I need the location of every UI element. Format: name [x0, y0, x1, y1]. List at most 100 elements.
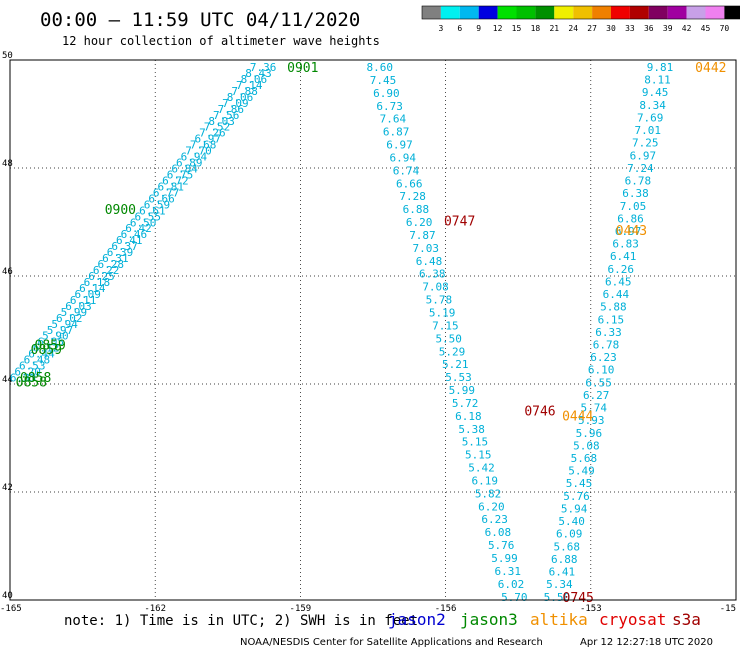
swh-value: 6.74 [393, 164, 420, 177]
y-tick-label: 44 [2, 375, 13, 385]
time-label: 0859 [31, 343, 62, 358]
swh-value: 5.21 [442, 358, 469, 371]
time-label: 0901 [287, 61, 318, 76]
swh-value: 5.99 [61, 306, 88, 319]
colorbar-label: 42 [682, 24, 692, 33]
swh-value: 6.81 [158, 180, 185, 193]
swh-value: 6.88 [551, 553, 578, 566]
swh-value: 6.78 [625, 175, 652, 188]
swh-value: 7.03 [412, 242, 439, 255]
swh-value: 6.41 [549, 566, 576, 579]
swh-value: 7.68 [190, 139, 217, 152]
swh-value: 6.88 [403, 203, 430, 216]
swh-value: 5.15 [462, 436, 489, 449]
swh-value: 6.73 [376, 100, 403, 113]
colorbar-swatch [667, 6, 687, 19]
x-tick-label: -156 [435, 604, 457, 614]
swh-value: 6.50 [130, 216, 157, 229]
time-label: 0900 [105, 203, 136, 218]
swh-value: 5.74 [580, 402, 607, 415]
colorbar-swatch [422, 6, 441, 19]
swh-value: 7.01 [634, 124, 661, 137]
swh-value: 7.70 [185, 145, 212, 158]
y-tick-label: 40 [2, 591, 13, 601]
swh-value: 6.41 [116, 234, 143, 247]
swh-value: 6.83 [612, 238, 639, 251]
x-tick-label: -165 [0, 604, 22, 614]
swh-value: 6.55 [134, 210, 161, 223]
swh-value: 6.18 [84, 276, 111, 289]
swh-value: 5.82 [475, 487, 502, 500]
colorbar-swatch [440, 6, 460, 19]
swh-value: 6.25 [88, 270, 115, 283]
swh-value: 5.45 [566, 477, 593, 490]
colorbar-label: 30 [606, 24, 616, 33]
swh-value: 5.90 [42, 330, 69, 343]
swh-value: 6.84 [171, 163, 198, 176]
swh-value: 5.97 [47, 324, 74, 337]
swh-value: 6.05 [38, 336, 65, 349]
x-tick-label: -162 [144, 604, 166, 614]
swh-value: 6.31 [102, 252, 129, 265]
swh-value: 6.39 [107, 246, 134, 259]
swh-value: 6.08 [485, 526, 512, 539]
swh-value: 6.22 [93, 264, 120, 277]
swh-value: 6.15 [598, 313, 625, 326]
swh-value: 5.94 [561, 502, 588, 515]
satellite-s3a: s3a [672, 610, 701, 629]
time-label: 0444 [562, 409, 593, 424]
time-label: 0747 [444, 214, 475, 229]
colorbar-label: 3 [438, 24, 443, 33]
time-label: 0746 [524, 404, 555, 419]
swh-value: 8.06 [227, 91, 254, 104]
plot-area: -165 -162 -159 -156 -153 -15 40 42 44 46 48 50 7.36… [0, 51, 737, 614]
swh-value: 5.50 [435, 332, 462, 345]
swh-value: 6.48 [24, 354, 51, 367]
time-label: 0745 [563, 591, 594, 606]
swh-value: 8.43 [245, 67, 272, 80]
swh-value: 6.09 [74, 288, 101, 301]
swh-value: 6.19 [472, 474, 499, 487]
y-tick-label: 42 [2, 483, 13, 493]
swh-value: 6.66 [148, 192, 175, 205]
colorbar-label: 18 [531, 24, 541, 33]
y-tick-label: 48 [2, 159, 13, 169]
colorbar-swatch [629, 6, 649, 19]
swh-value: 8.03 [208, 115, 235, 128]
swh-value: 6.44 [603, 288, 630, 301]
swh-value: 6.48 [416, 255, 443, 268]
swh-value: 5.68 [553, 540, 580, 553]
swh-value: 6.38 [419, 268, 446, 281]
swh-value: 6.89 [176, 157, 203, 170]
swh-value: 6.28 [98, 258, 125, 271]
swh-value: 6.23 [590, 351, 617, 364]
satellite-legend: jason2 jason3 altika cryosat s3a [388, 610, 701, 629]
swh-value: 6.20 [406, 216, 433, 229]
swh-value: 5.29 [439, 345, 466, 358]
track-0901: 7.368.438.067.147.888.067.097.867.568.03… [10, 61, 277, 384]
swh-value: 8.34 [639, 99, 666, 112]
swh-value: 5.93 [578, 414, 605, 427]
swh-value: 7.52 [204, 121, 231, 134]
swh-value: 7.28 [399, 190, 426, 203]
swh-value: 6.90 [373, 87, 400, 100]
swh-value: 5.99 [449, 384, 476, 397]
swh-value: 6.45 [605, 275, 632, 288]
swh-value: 6.72 [162, 174, 189, 187]
swh-value: 6.78 [593, 339, 620, 352]
swh-value: 7.69 [637, 111, 664, 124]
colorbar-label: 21 [549, 24, 559, 33]
swh-value: 6.14 [79, 282, 106, 295]
chart-title: 00:00 – 11:59 UTC 04/11/2020 [40, 9, 360, 31]
swh-value: 6.09 [556, 528, 583, 541]
y-tick-label: 50 [2, 51, 13, 61]
swh-value: 5.94 [51, 318, 78, 331]
swh-value: 6.66 [396, 177, 423, 190]
colorbar-label: 6 [457, 24, 462, 33]
swh-value: 6.46 [121, 228, 148, 241]
swh-value: 5.15 [465, 449, 492, 462]
x-tick-label: -159 [290, 604, 312, 614]
swh-value: 6.94 [389, 151, 416, 164]
swh-tracks: 7.368.438.067.147.888.067.097.867.568.03… [10, 61, 673, 604]
